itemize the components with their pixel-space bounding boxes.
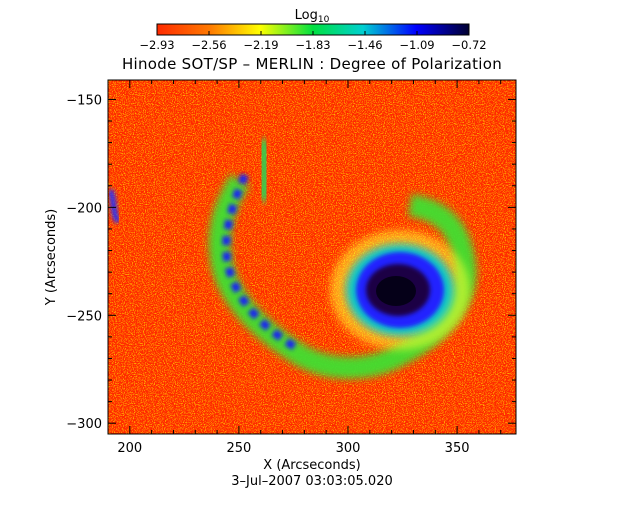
plage-green-band xyxy=(208,174,477,379)
y-tick-label: −150 xyxy=(66,93,102,108)
y-tick-label: −300 xyxy=(66,417,102,432)
x-tick-label: 300 xyxy=(336,441,361,456)
colorbar-label: Log10 xyxy=(295,8,330,25)
y-axis: −150 −200 −250 −300 xyxy=(66,93,516,432)
colorbar-label-main: Log xyxy=(295,8,318,23)
y-axis-label: Y (Arcseconds) xyxy=(44,209,59,306)
x-axis: 200 250 300 350 xyxy=(107,80,502,456)
colorbar-tick-label: −2.93 xyxy=(139,38,174,52)
plage-left-edge xyxy=(108,188,121,224)
x-axis-label: X (Arcseconds) xyxy=(263,458,360,473)
colorbar-tick-label: −0.72 xyxy=(451,38,486,52)
y-tick-label: −200 xyxy=(66,201,102,216)
sunspot xyxy=(330,230,470,350)
plage-network xyxy=(108,138,477,379)
colorbar-ticks: −2.93 −2.56 −2.19 −1.83 −1.46 −1.09 −0.72 xyxy=(139,31,487,52)
plage-left-strip xyxy=(255,138,273,203)
y-tick-label: −250 xyxy=(66,309,102,324)
colorbar-tick-label: −2.19 xyxy=(243,38,278,52)
x-tick-label: 200 xyxy=(117,441,142,456)
x-tick-label: 250 xyxy=(226,441,251,456)
colorbar-tick-label: −1.46 xyxy=(347,38,382,52)
date-label: 3–Jul–2007 03:03:05.020 xyxy=(231,474,393,489)
chart-title: Hinode SOT/SP – MERLIN : Degree of Polar… xyxy=(122,55,502,73)
colorbar-tick-label: −1.83 xyxy=(295,38,330,52)
x-tick-label: 350 xyxy=(445,441,470,456)
plot-frame xyxy=(107,79,517,435)
colorbar: Log10 −2.93 −2.56 −2.19 −1.83 −1.46 −1.09 −0.7… xyxy=(139,8,486,52)
colorbar-label-sub: 10 xyxy=(318,15,330,25)
sunspot-umbra-core xyxy=(376,276,416,306)
colorbar-tick-label: −2.56 xyxy=(191,38,226,52)
heatmap-image xyxy=(108,80,516,434)
colorbar-tick-label: −1.09 xyxy=(399,38,434,52)
